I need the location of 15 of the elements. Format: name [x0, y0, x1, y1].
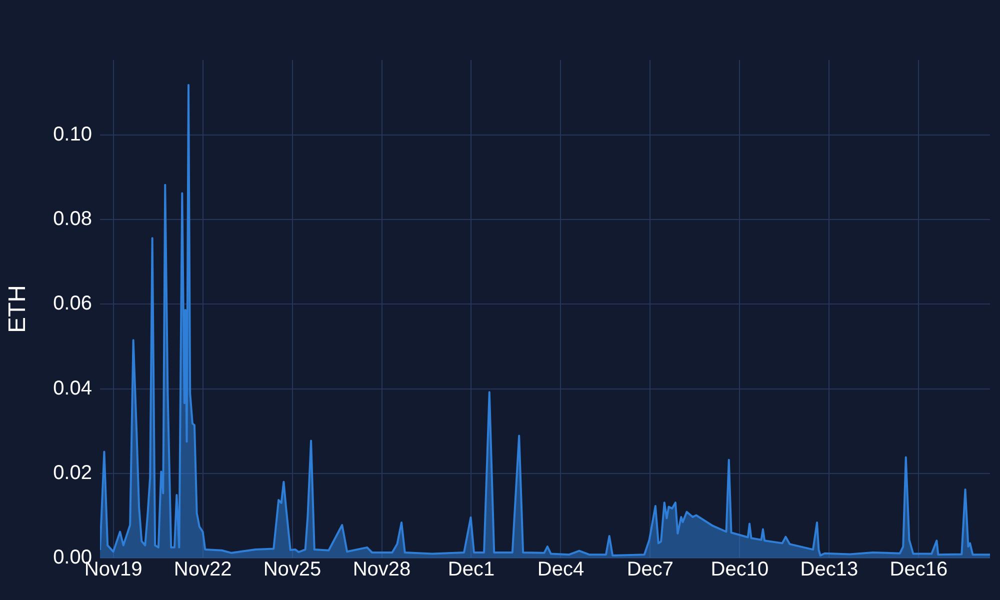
y-tick-label: 0.04	[53, 377, 92, 400]
y-tick-label: 0.02	[53, 462, 92, 484]
x-tick-label: Dec10	[710, 558, 769, 581]
x-tick-label: Nov28	[352, 558, 411, 581]
y-tick-label: 0.08	[53, 208, 92, 230]
x-tick-label: Dec4	[537, 558, 584, 581]
x-tick-label: Dec13	[800, 558, 858, 581]
y-tick-label: 0.10	[53, 123, 92, 146]
x-tick-label: Nov25	[263, 558, 322, 581]
x-tick-label: Dec7	[626, 558, 674, 581]
y-axis-title: ETH	[4, 285, 32, 333]
y-tick-label: 0.06	[53, 292, 92, 315]
x-tick-label: Nov22	[174, 558, 232, 581]
x-tick-label: Dec16	[890, 558, 948, 581]
x-tick-label: Dec1	[448, 558, 495, 581]
